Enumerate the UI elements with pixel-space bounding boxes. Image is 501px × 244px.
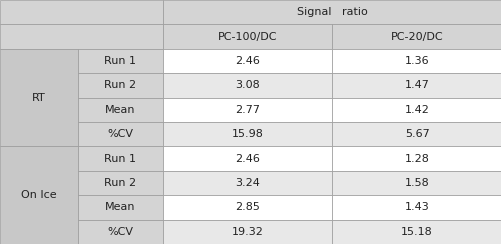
Bar — [332, 195, 501, 220]
Text: 1.47: 1.47 — [404, 81, 429, 90]
Bar — [78, 146, 163, 171]
Bar — [78, 73, 163, 98]
Text: 2.46: 2.46 — [235, 56, 260, 66]
Bar — [332, 24, 501, 49]
Text: 1.58: 1.58 — [404, 178, 429, 188]
Text: Mean: Mean — [105, 203, 135, 212]
Text: 1.28: 1.28 — [404, 154, 429, 163]
Bar — [332, 146, 501, 171]
Bar — [332, 220, 501, 244]
Text: Run 1: Run 1 — [104, 154, 136, 163]
Bar — [163, 122, 332, 146]
Bar — [78, 98, 163, 122]
Text: %CV: %CV — [107, 227, 133, 237]
Text: 2.77: 2.77 — [235, 105, 260, 115]
Text: 1.36: 1.36 — [404, 56, 429, 66]
Text: Run 1: Run 1 — [104, 56, 136, 66]
Text: Run 2: Run 2 — [104, 178, 136, 188]
Text: 15.98: 15.98 — [231, 129, 263, 139]
Text: 3.08: 3.08 — [235, 81, 260, 90]
Text: 1.42: 1.42 — [404, 105, 429, 115]
Bar — [0, 0, 163, 24]
Text: Run 2: Run 2 — [104, 81, 136, 90]
Text: PC-100/DC: PC-100/DC — [217, 32, 277, 41]
Bar — [78, 171, 163, 195]
Bar — [163, 0, 501, 24]
Text: 1.43: 1.43 — [404, 203, 429, 212]
Text: 5.67: 5.67 — [404, 129, 429, 139]
Bar — [78, 195, 163, 220]
Bar — [78, 49, 163, 73]
Bar — [332, 122, 501, 146]
Bar — [332, 98, 501, 122]
Text: RT: RT — [32, 93, 46, 102]
Bar — [163, 49, 332, 73]
Bar — [0, 146, 78, 244]
Bar — [163, 146, 332, 171]
Bar — [78, 122, 163, 146]
Bar — [163, 171, 332, 195]
Text: 15.18: 15.18 — [400, 227, 432, 237]
Text: Mean: Mean — [105, 105, 135, 115]
Bar — [0, 49, 78, 146]
Bar — [332, 49, 501, 73]
Bar — [332, 73, 501, 98]
Bar — [163, 73, 332, 98]
Bar — [163, 220, 332, 244]
Text: Signal   ratio: Signal ratio — [297, 7, 367, 17]
Text: On Ice: On Ice — [21, 190, 57, 200]
Text: PC-20/DC: PC-20/DC — [390, 32, 442, 41]
Bar — [0, 24, 163, 49]
Text: %CV: %CV — [107, 129, 133, 139]
Bar — [163, 98, 332, 122]
Text: 2.46: 2.46 — [235, 154, 260, 163]
Text: 19.32: 19.32 — [231, 227, 263, 237]
Text: 2.85: 2.85 — [235, 203, 260, 212]
Bar — [163, 24, 332, 49]
Bar — [163, 195, 332, 220]
Bar — [332, 171, 501, 195]
Text: 3.24: 3.24 — [235, 178, 260, 188]
Bar — [78, 220, 163, 244]
